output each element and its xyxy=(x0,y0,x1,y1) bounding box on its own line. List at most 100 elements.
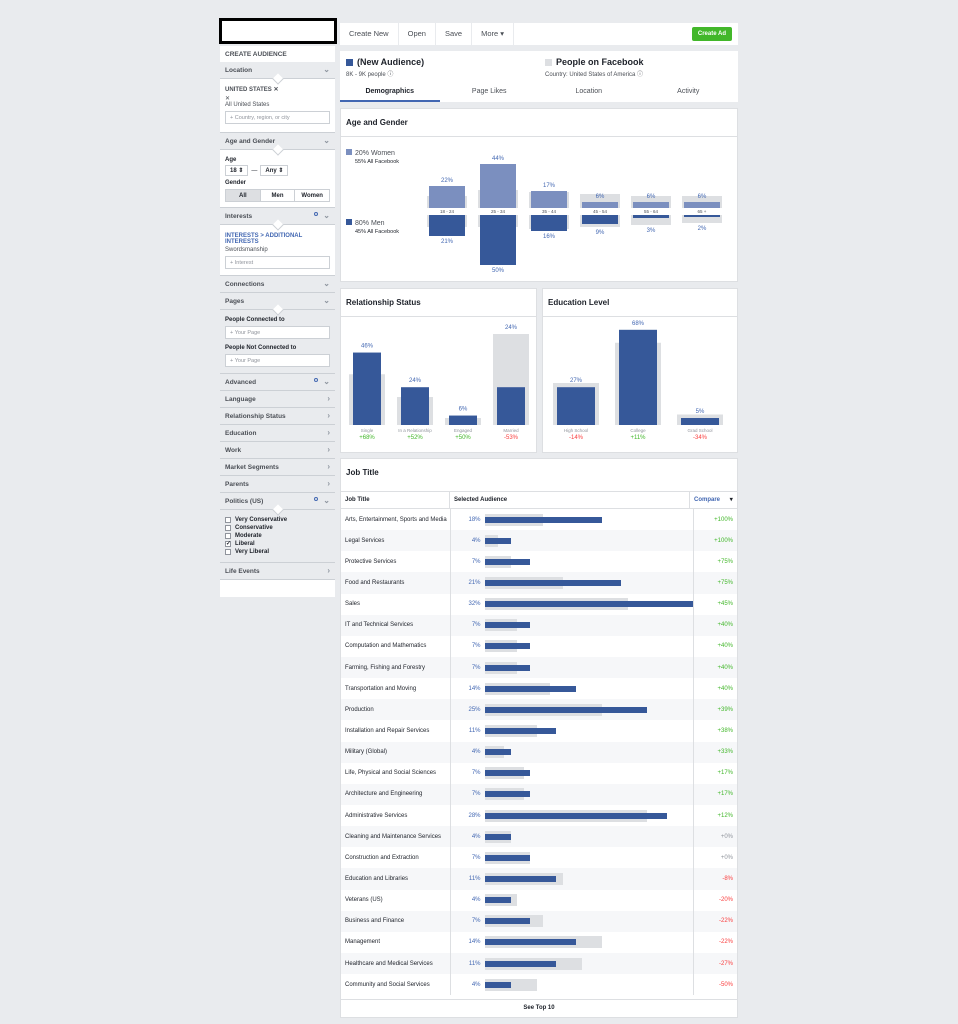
location-header[interactable]: Location ⌄ xyxy=(220,62,335,78)
bar-track xyxy=(484,936,693,949)
sidebar-section-label: Relationship Status xyxy=(225,412,286,420)
create-ad-button[interactable]: Create Ad xyxy=(691,27,732,41)
politics-option[interactable]: Very Conservative xyxy=(225,517,330,523)
age-min-select[interactable]: 18 ⇕ xyxy=(225,165,249,176)
sidebar-section-label: Education xyxy=(225,429,257,437)
audience-bar xyxy=(484,727,556,734)
checkbox[interactable] xyxy=(225,549,231,555)
create-new-button[interactable]: Create New xyxy=(340,23,399,45)
compare-value-label: +50% xyxy=(455,435,471,441)
location-placeholder: Country, region, or city xyxy=(234,114,290,121)
bar-track xyxy=(484,682,693,695)
table-row: Management 14% -22% xyxy=(341,931,737,953)
politics-option[interactable]: ✓ Liberal xyxy=(225,541,330,547)
job-title-cell: Business and Finance xyxy=(341,910,451,932)
job-title-cell: Construction and Extraction xyxy=(341,847,451,869)
compare-cell: +75% xyxy=(717,579,733,586)
redacted-logo-box xyxy=(219,18,337,44)
life-events-header[interactable]: Life Events › xyxy=(220,563,335,579)
save-button[interactable]: Save xyxy=(436,23,473,45)
selected-audience-cell: 28% xyxy=(450,804,694,827)
politics-option[interactable]: Conservative xyxy=(225,525,330,531)
tab-page-likes[interactable]: Page Likes xyxy=(471,88,507,95)
sidebar-section-label: Politics (US) xyxy=(225,497,264,505)
audience-bar xyxy=(484,960,556,967)
pages-header[interactable]: Pages ⌄ xyxy=(220,293,335,309)
checkbox[interactable] xyxy=(225,525,231,531)
location-label: Location xyxy=(225,66,253,74)
sidebar-section-header[interactable]: Language › xyxy=(220,391,335,407)
sidebar-section-header[interactable]: Work › xyxy=(220,442,335,458)
percent-label: 7% xyxy=(471,770,481,777)
sidebar-section-header[interactable]: Advanced ⌄ xyxy=(220,374,335,390)
location-input[interactable]: + Country, region, or city xyxy=(225,111,330,124)
checkbox[interactable] xyxy=(225,533,231,539)
selected-audience-cell: 7% xyxy=(450,614,694,636)
selected-audience-cell: 7% xyxy=(450,635,694,657)
interests-header[interactable]: Interests ⌄ xyxy=(220,208,335,224)
checkbox[interactable]: ✓ xyxy=(225,541,232,547)
selected-audience-cell: 11% xyxy=(450,868,694,890)
selected-audience-cell: 7% xyxy=(450,656,694,679)
open-button[interactable]: Open xyxy=(399,23,436,45)
sidebar-section-label: Language xyxy=(225,395,256,403)
tab-demographics[interactable]: Demographics xyxy=(340,83,440,102)
age-max-select[interactable]: Any ⇕ xyxy=(260,165,289,176)
compare-cell: +33% xyxy=(717,749,733,756)
gender-women-button[interactable]: Women xyxy=(301,193,323,199)
selected-audience-cell: 4% xyxy=(450,974,694,996)
life-events-section: Life Events › xyxy=(220,563,335,580)
audience-bar xyxy=(681,418,719,425)
audience-bar xyxy=(497,387,525,425)
job-title-cell: Community and Social Services xyxy=(341,974,451,996)
bar-track xyxy=(484,640,693,653)
men-bar xyxy=(633,215,669,218)
men-bar-label: 50% xyxy=(492,268,505,274)
education-title: Education Level xyxy=(543,289,737,317)
close-icon[interactable]: ✕ xyxy=(273,87,279,93)
job-title-cell: Life, Physical and Social Sciences xyxy=(341,762,451,784)
bar-wrap: 14% xyxy=(455,932,693,953)
percent-label: 7% xyxy=(471,918,481,925)
table-row: Life, Physical and Social Sciences 7% +17% xyxy=(341,762,737,784)
connections-header[interactable]: Connections ⌄ xyxy=(220,276,335,292)
tab-activity[interactable]: Activity xyxy=(677,88,700,95)
see-top-10-link[interactable]: See Top 10 xyxy=(341,999,737,1017)
sidebar-section-header[interactable]: Relationship Status › xyxy=(220,408,335,424)
col-compare[interactable]: Compare ▾ xyxy=(690,492,737,508)
chevron-down-icon: ⌄ xyxy=(323,377,330,386)
selected-audience-cell: 25% xyxy=(450,699,694,721)
age-gender-header[interactable]: Age and Gender ⌄ xyxy=(220,133,335,149)
tab-location[interactable]: Location xyxy=(575,88,602,95)
gender-all-button[interactable]: All xyxy=(226,190,261,201)
selected-audience-cell: 4% xyxy=(450,889,694,911)
women-bar-label: 22% xyxy=(441,178,454,184)
sidebar-section-header[interactable]: Politics (US) ⌄ xyxy=(220,493,335,509)
sidebar-section: Politics (US) ⌄ xyxy=(220,493,335,516)
table-row: Healthcare and Medical Services 11% -27% xyxy=(341,952,737,975)
selected-audience-cell: 14% xyxy=(450,931,694,953)
not-connected-page-input[interactable]: + Your Page xyxy=(225,354,330,367)
interests-path[interactable]: INTERESTS > ADDITIONAL INTERESTS xyxy=(225,233,303,245)
info-icon[interactable]: ⓘ xyxy=(637,72,644,78)
sidebar-section-header[interactable]: Parents › xyxy=(220,476,335,492)
selected-audience-cell: 4% xyxy=(450,530,694,552)
interest-input[interactable]: + Interest xyxy=(225,256,330,269)
category-tick-label: Married xyxy=(503,428,519,433)
politics-option[interactable]: Very Liberal xyxy=(225,549,330,555)
info-icon[interactable]: ⓘ xyxy=(387,72,394,78)
close-icon[interactable]: ✕ xyxy=(225,96,231,102)
chevron-right-icon: › xyxy=(327,479,330,488)
audience-bar xyxy=(484,833,511,840)
sidebar-section-header[interactable]: Education › xyxy=(220,425,335,441)
gender-men-button[interactable]: Men xyxy=(261,190,296,201)
men-baseline-bar xyxy=(631,215,671,225)
more-button[interactable]: More ▾ xyxy=(472,23,515,45)
checkbox[interactable] xyxy=(225,517,231,523)
percent-label: 4% xyxy=(471,981,481,988)
bar-wrap: 21% xyxy=(455,572,693,593)
sidebar-section-header[interactable]: Market Segments › xyxy=(220,459,335,475)
connected-page-input[interactable]: + Your Page xyxy=(225,326,330,339)
politics-option[interactable]: Moderate xyxy=(225,533,330,539)
percent-label: 25% xyxy=(468,706,481,713)
